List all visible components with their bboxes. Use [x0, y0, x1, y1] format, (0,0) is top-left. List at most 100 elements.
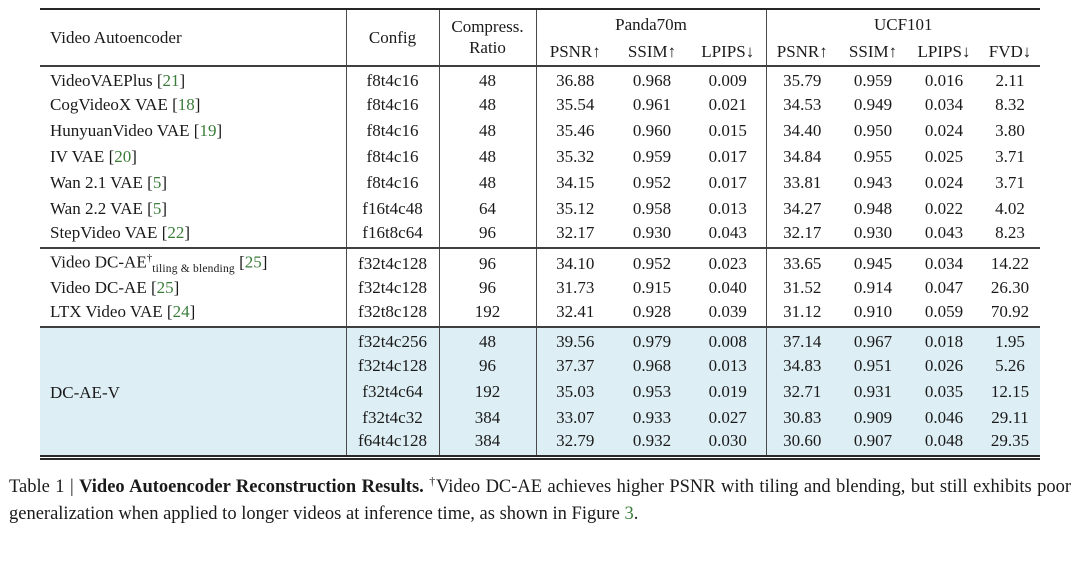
metric-value: 26.30	[990, 278, 1030, 298]
metric-value: 0.909	[853, 408, 893, 428]
model-name-cell: CogVideoX VAE [18]	[40, 92, 347, 118]
metric-value: 0.945	[853, 253, 893, 273]
metric-value: 0.059	[924, 302, 964, 322]
table-row: f64t4c128 384 32.79 0.932 0.030 30.60 0.907 0.0…	[40, 431, 1040, 458]
metric-value: 4.02	[995, 199, 1025, 218]
metric-value: 32.79	[556, 431, 595, 451]
metric-value: 8.32	[995, 95, 1025, 114]
config-cell: f8t4c16	[346, 66, 440, 92]
model-name: Wan 2.1 VAE	[50, 173, 143, 192]
citation-ref[interactable]: 21	[162, 71, 180, 90]
metric-value: 0.959	[853, 71, 893, 90]
model-name-cell: StepVideo VAE [22]	[40, 222, 347, 248]
metric-value: 0.046	[924, 408, 964, 428]
citation-bracket-close: ]	[194, 95, 201, 114]
metric-value: 0.952	[632, 253, 672, 273]
metric-value: 0.017	[690, 170, 767, 196]
metric-value: 34.27	[783, 199, 822, 218]
config-cell: f32t4c128	[346, 248, 440, 276]
citation-bracket-close: ]	[179, 71, 186, 90]
model-name: Wan 2.2 VAE	[50, 199, 143, 218]
ratio-cell: 48	[439, 66, 537, 92]
metric-value: 0.026	[924, 356, 964, 376]
ratio-cell: 96	[439, 353, 537, 380]
citation-bracket-close: ]	[184, 223, 191, 242]
metric-value: 32.41	[556, 302, 595, 322]
table-group-dcae-baselines: Video DC-AE†tiling & blending [25] f32t4c…	[40, 248, 1041, 328]
metric-value: 0.013	[690, 196, 767, 222]
citation-ref[interactable]: 19	[199, 121, 217, 140]
metric-value: 0.013	[690, 353, 767, 380]
caption-separator: |	[69, 476, 74, 497]
metric-value: 0.022	[924, 199, 964, 218]
citation-bracket-open: [	[166, 302, 173, 322]
metric-value: 0.047	[924, 278, 964, 298]
table-row: f32t4c128 96 37.37 0.968 0.013 34.83 0.951 0.02…	[40, 353, 1040, 380]
metric-value: 0.021	[690, 92, 767, 118]
col-group-panda70m: Panda70m	[536, 9, 767, 39]
metric-value: 0.961	[632, 95, 672, 114]
figure-reference[interactable]: 3	[624, 503, 634, 524]
metric-value: 0.034	[924, 95, 964, 114]
model-name: HunyuanVideo VAE	[50, 121, 190, 140]
metric-value: 33.07	[556, 408, 595, 428]
model-name: LTX Video VAE	[50, 302, 163, 322]
col-header-ucf-fvd: FVD↓	[988, 42, 1032, 61]
results-table: Video Autoencoder Config Compress. Ratio …	[40, 8, 1041, 460]
metric-value: 0.932	[632, 431, 672, 451]
ratio-cell: 48	[439, 327, 537, 354]
metric-value: 0.950	[853, 121, 893, 140]
col-header-panda-psnr: PSNR↑	[549, 42, 601, 61]
metric-value: 0.030	[690, 431, 767, 458]
metric-value: 0.035	[924, 382, 964, 402]
metric-value: 0.016	[924, 71, 964, 90]
metric-value: 3.71	[995, 173, 1025, 192]
citation-ref[interactable]: 5	[152, 199, 162, 218]
metric-value: 0.968	[632, 71, 672, 90]
config-cell: f16t8c64	[346, 222, 440, 248]
model-name: CogVideoX VAE	[50, 95, 168, 114]
metric-value: 39.56	[556, 332, 595, 352]
compress-label-line1: Compress.	[451, 17, 524, 37]
metric-value: 32.17	[556, 223, 595, 242]
metric-value: 0.928	[632, 302, 672, 322]
metric-value: 35.54	[556, 95, 595, 114]
citation-ref[interactable]: 25	[244, 252, 262, 272]
metric-value: 0.910	[853, 302, 893, 322]
citation-bracket-open: [	[193, 121, 200, 140]
citation-ref[interactable]: 22	[167, 223, 185, 242]
citation-bracket-open: [	[161, 223, 168, 242]
col-header-panda-ssim: SSIM↑	[627, 42, 677, 61]
metric-value: 0.023	[690, 248, 767, 276]
metric-value: 33.81	[783, 173, 822, 192]
citation-bracket-open: [	[239, 252, 245, 272]
col-header-video-autoencoder: Video Autoencoder	[40, 9, 347, 66]
citation-bracket-close: ]	[189, 302, 196, 322]
metric-value: 0.024	[924, 173, 964, 192]
metric-value: 0.025	[924, 147, 964, 166]
ratio-cell: 48	[439, 118, 537, 144]
dagger-symbol: †	[429, 473, 437, 488]
col-header-ucf-psnr: PSNR↑	[776, 42, 828, 61]
caption-body: Video DC-AE achieves higher PSNR with ti…	[9, 476, 1072, 524]
citation-bracket-close: ]	[161, 199, 168, 218]
citation-ref[interactable]: 20	[114, 147, 132, 166]
caption-period: .	[633, 503, 639, 524]
metric-value: 0.951	[853, 356, 893, 376]
metric-value: 32.17	[783, 223, 822, 242]
ratio-cell: 384	[439, 431, 537, 458]
col-header-panda-lpips: LPIPS↓	[690, 39, 767, 66]
metric-value: 0.043	[924, 223, 964, 242]
table-row: Wan 2.1 VAE [5] f8t4c16 48 34.15 0.952 0.017 3…	[40, 170, 1040, 196]
table-row: f32t4c64 192 35.03 0.953 0.019 32.71 0.931 0.03…	[40, 379, 1040, 406]
citation-ref[interactable]: 24	[172, 302, 190, 322]
citation-ref[interactable]: 18	[177, 95, 195, 114]
metric-value: 2.11	[995, 71, 1025, 90]
subscript-label: tiling & blending	[152, 263, 235, 276]
metric-value: 0.027	[690, 405, 767, 432]
citation-ref[interactable]: 5	[152, 173, 162, 192]
metric-value: 0.967	[853, 332, 893, 352]
citation-ref[interactable]: 25	[156, 278, 174, 298]
metric-value: 32.71	[783, 382, 822, 402]
metric-value: 0.907	[853, 431, 893, 451]
